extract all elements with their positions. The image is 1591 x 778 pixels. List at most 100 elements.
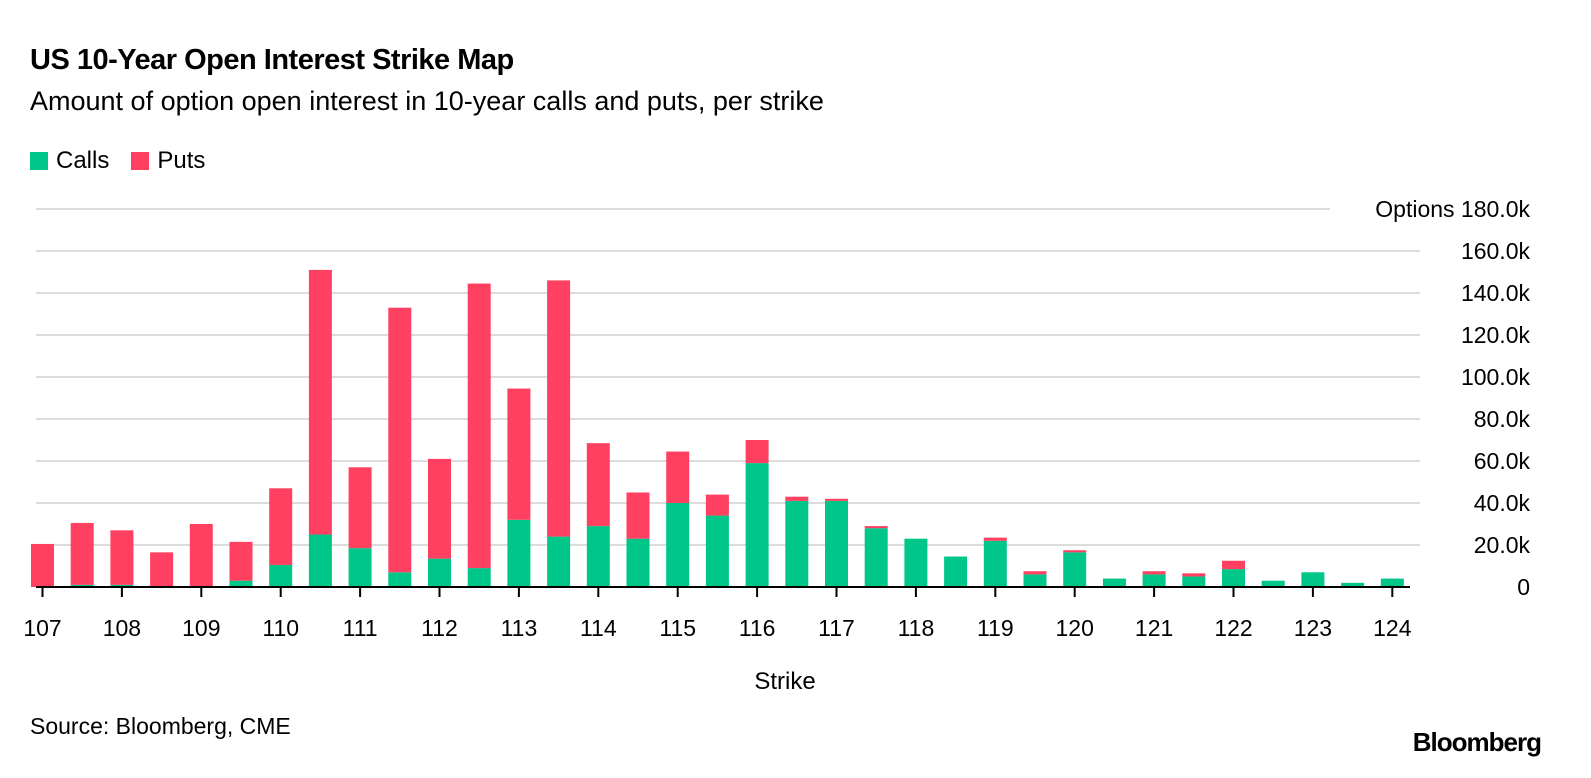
bar-calls <box>1380 578 1404 587</box>
bar-calls <box>1341 582 1365 587</box>
bar-puts <box>983 537 1007 541</box>
x-tick-label: 112 <box>421 615 458 641</box>
bar-calls <box>388 572 412 587</box>
y-tick-label: 140.0k <box>1461 280 1531 306</box>
bar-calls <box>1301 572 1325 587</box>
y-tick-label: 80.0k <box>1474 406 1531 432</box>
bar-puts <box>864 526 888 529</box>
bar-puts <box>150 552 174 587</box>
y-tick-label: 40.0k <box>1474 490 1531 516</box>
bar-puts <box>547 280 571 537</box>
x-tick-label: 113 <box>501 615 538 641</box>
x-tick-label: 123 <box>1294 615 1332 641</box>
bar-puts <box>189 524 213 587</box>
bar-calls <box>904 538 928 587</box>
bar-puts <box>1142 571 1166 575</box>
bar-calls <box>586 526 610 587</box>
bar-puts <box>1023 571 1047 575</box>
bar-calls <box>547 536 571 587</box>
bar-calls <box>1142 574 1166 587</box>
bar-puts <box>507 388 531 520</box>
x-tick-label: 107 <box>23 615 61 641</box>
y-tick-label: 60.0k <box>1474 448 1531 474</box>
bar-puts <box>1222 560 1245 570</box>
x-tick-label: 118 <box>898 615 935 641</box>
bar-puts <box>31 543 54 587</box>
bar-calls <box>269 564 293 587</box>
legend-item-puts: Puts <box>131 147 205 175</box>
bar-puts <box>825 498 848 501</box>
bar-puts <box>745 440 769 464</box>
bar-calls <box>467 568 491 587</box>
bar-puts <box>110 530 134 585</box>
bar-puts <box>269 488 293 565</box>
bar-puts <box>785 496 809 501</box>
bar-calls <box>1023 574 1047 587</box>
bar-calls <box>745 463 769 587</box>
bar-puts <box>1063 550 1087 553</box>
bar-calls <box>1222 569 1245 587</box>
x-tick-label: 121 <box>1135 615 1173 641</box>
bar-puts <box>428 458 451 559</box>
bar-calls <box>785 500 809 587</box>
x-tick-label: 120 <box>1056 615 1094 641</box>
x-tick-label: 110 <box>262 615 299 641</box>
bar-calls <box>507 519 531 587</box>
bar-puts <box>705 494 729 516</box>
bar-puts <box>666 451 690 503</box>
legend-swatch-puts <box>131 152 150 170</box>
source-note: Source: Bloomberg, CME <box>30 713 291 739</box>
x-axis-label: Strike <box>754 668 816 695</box>
bar-puts <box>467 283 491 569</box>
y-tick-label: 120.0k <box>1461 322 1531 348</box>
y-tick-label: 160.0k <box>1461 238 1531 264</box>
legend-label-puts: Puts <box>157 147 206 174</box>
x-tick-label: 119 <box>977 615 1014 641</box>
legend: Calls Puts <box>30 147 205 175</box>
bar-calls <box>1182 576 1206 587</box>
bar-puts <box>626 492 650 539</box>
legend-label-calls: Calls <box>56 147 110 174</box>
bar-puts <box>308 269 332 535</box>
x-tick-label: 122 <box>1214 615 1252 641</box>
bar-puts <box>229 541 253 581</box>
y-tick-label: 20.0k <box>1474 532 1531 558</box>
legend-swatch-calls <box>30 152 48 170</box>
x-tick-label: 108 <box>103 615 141 641</box>
chart-subtitle: Amount of option open interest in 10-yea… <box>30 86 824 116</box>
bar-calls <box>1261 580 1285 587</box>
x-tick-label: 117 <box>818 615 855 641</box>
bar-puts <box>586 443 610 527</box>
x-tick-label: 116 <box>739 615 776 641</box>
y-tick-label: 0 <box>1517 574 1530 600</box>
y-tick-label: Options 180.0k <box>1375 196 1530 222</box>
legend-item-calls: Calls <box>30 147 109 175</box>
bar-calls <box>825 500 848 587</box>
bar-calls <box>428 558 451 587</box>
bar-calls <box>1063 552 1087 587</box>
bar-calls <box>864 528 888 587</box>
chart-title: US 10-Year Open Interest Strike Map <box>30 44 514 76</box>
bloomberg-logo: Bloomberg <box>1412 727 1542 757</box>
x-tick-label: 124 <box>1373 615 1412 641</box>
y-tick-label: 100.0k <box>1461 364 1531 390</box>
bar-calls <box>983 540 1007 587</box>
bar-calls <box>666 503 690 587</box>
bar-calls <box>705 515 729 587</box>
x-tick-label: 111 <box>343 615 378 641</box>
x-tick-label: 109 <box>182 615 220 641</box>
bar-puts <box>70 522 94 585</box>
x-tick-label: 114 <box>580 615 617 641</box>
bar-calls <box>944 556 968 587</box>
bar-calls <box>626 538 650 587</box>
bar-puts <box>388 307 412 573</box>
bar-calls <box>308 534 332 587</box>
bar-calls <box>1102 578 1126 587</box>
bar-calls <box>70 584 94 587</box>
x-tick-label: 115 <box>659 615 696 641</box>
bar-calls <box>229 580 253 587</box>
bar-calls <box>110 584 134 587</box>
bar-puts <box>348 467 372 549</box>
bar-calls <box>348 548 372 587</box>
